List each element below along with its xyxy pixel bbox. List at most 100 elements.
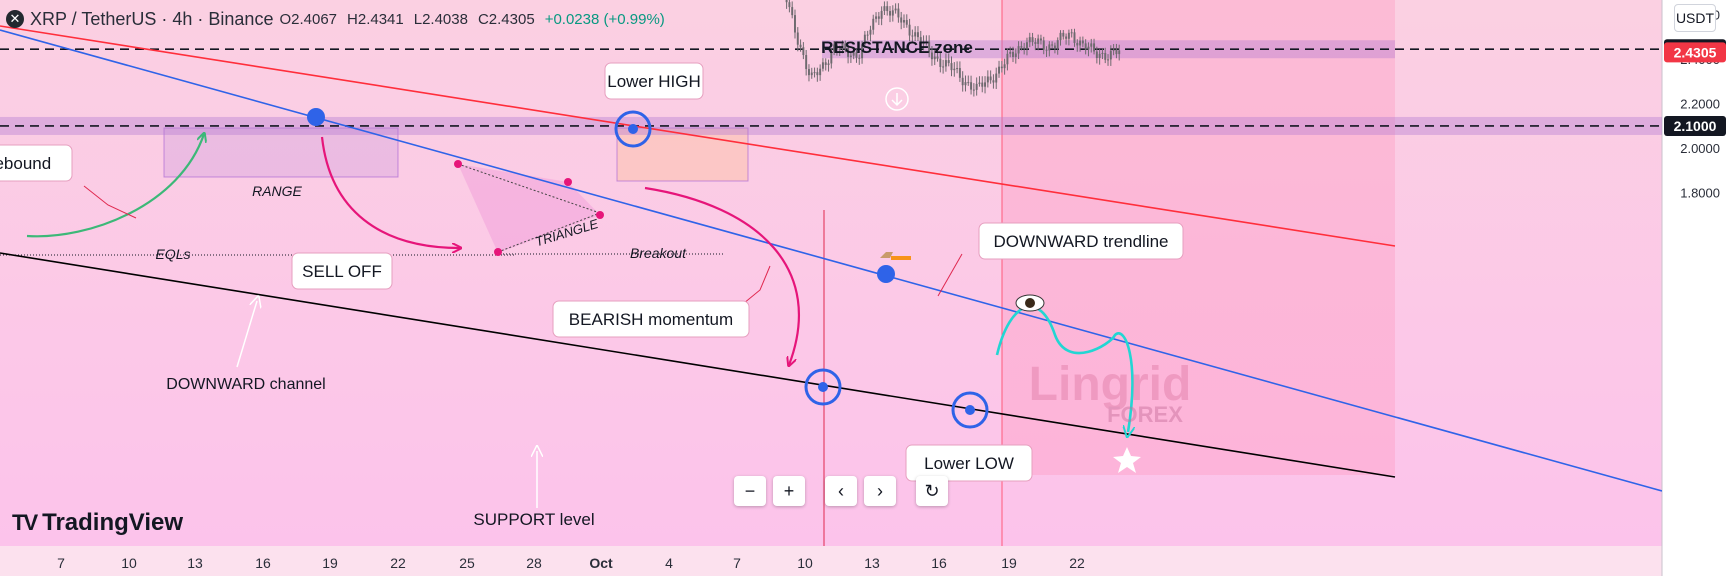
sell-off-label-box <box>291 252 393 290</box>
price-axis-background <box>1662 0 1730 576</box>
candle-body <box>1034 42 1037 44</box>
triangle-point-dot <box>564 178 572 186</box>
callout-pointer <box>937 253 963 297</box>
candle-body <box>894 8 897 11</box>
candle-body <box>1009 51 1012 54</box>
candle-body <box>1118 50 1121 55</box>
x-tick-label: 10 <box>121 555 137 571</box>
down-arrow-icon <box>891 93 903 107</box>
low-value: L2.4038 <box>413 10 468 28</box>
close-value: C2.4305 <box>477 10 535 28</box>
zoom-in-button[interactable]: + <box>773 476 805 506</box>
candle-body <box>1051 44 1054 46</box>
y-tick-label: 2.0000 <box>1680 141 1720 156</box>
resistance-zone-label: RESISTANCE zone <box>821 38 973 57</box>
candle-body <box>1090 43 1093 47</box>
candle-body <box>992 80 995 83</box>
candle-body <box>964 82 967 86</box>
candle-body <box>1107 59 1110 61</box>
candle-body <box>833 44 836 52</box>
candle-body <box>989 76 992 81</box>
candle-body <box>950 63 953 71</box>
symbol-title[interactable]: XRP / TetherUS · 4h · Binance <box>30 8 274 29</box>
lower-high-box <box>616 127 749 182</box>
candle-body <box>916 32 919 38</box>
bearish-arrow <box>644 186 800 365</box>
candle-body <box>1042 40 1045 50</box>
price-tag-label: 2.1000 <box>1674 118 1717 134</box>
candle-body <box>827 63 830 65</box>
candle-body <box>1003 64 1006 69</box>
callout-pointer <box>83 185 137 219</box>
price-tag-label: 2.4305 <box>1674 44 1717 60</box>
candle-body <box>972 89 975 91</box>
candle-body <box>1093 43 1096 52</box>
candle-body <box>807 69 810 76</box>
candle-body <box>891 10 894 16</box>
scroll-right-button[interactable]: › <box>864 476 896 506</box>
candle-body <box>900 17 903 23</box>
symbol-header: ✕ XRP / TetherUS · 4h · Binance O2.4067 … <box>6 8 665 30</box>
currency-button[interactable]: USDT <box>1674 4 1716 32</box>
candle-body <box>995 73 998 83</box>
x-tick-label: Oct <box>589 555 613 571</box>
lower-high-label-box <box>604 62 704 100</box>
candle-body <box>1084 43 1087 50</box>
tradingview-brand[interactable]: TV TradingView <box>12 509 183 537</box>
zoom-out-button[interactable]: − <box>734 476 766 506</box>
candle-body <box>1073 32 1076 43</box>
candle-body <box>1014 53 1017 57</box>
candle-body <box>911 35 914 37</box>
lower-low-label: Lower LOW <box>924 454 1014 473</box>
candle-body <box>975 83 978 90</box>
candle-body <box>1023 47 1026 49</box>
swing-point-circle <box>614 110 652 148</box>
candle-body <box>855 52 858 58</box>
hammer-handle-icon <box>891 256 911 260</box>
candle-body <box>1087 46 1090 50</box>
candle-body <box>978 82 981 84</box>
y-tick-label: 1.8000 <box>1680 186 1720 201</box>
candle-body <box>785 0 788 3</box>
range-label: RANGE <box>252 183 302 199</box>
x-tick-label: 13 <box>187 555 203 571</box>
candle-body <box>813 72 816 74</box>
candle-body <box>819 68 822 76</box>
y-tick-label: 2.2000 <box>1680 97 1720 112</box>
candle-body <box>1109 50 1112 60</box>
downward-channel-label: DOWNWARD channel <box>166 376 325 393</box>
reset-chart-button[interactable]: ↻ <box>916 476 948 506</box>
range-box <box>163 127 399 178</box>
x-tick-label: 7 <box>733 555 741 571</box>
price-tag <box>1664 115 1726 136</box>
sell-off-label: SELL OFF <box>302 262 382 281</box>
candle-body <box>930 52 933 60</box>
candle-body <box>858 57 861 59</box>
resistance-trendline <box>0 25 1396 247</box>
plot-background <box>0 0 1662 546</box>
candle-body <box>841 43 844 49</box>
candle-body <box>877 16 880 19</box>
candle-body <box>863 34 866 45</box>
candle-body <box>1045 49 1048 51</box>
high-value: H2.4341 <box>347 10 404 28</box>
bearish-momentum-label: BEARISH momentum <box>569 310 733 329</box>
open-value: O2.4067 <box>279 10 338 28</box>
downward-trendline-label: DOWNWARD trendline <box>993 232 1168 251</box>
candle-body <box>1039 38 1042 41</box>
candle-body <box>953 68 956 71</box>
time-axis-background <box>0 546 1662 576</box>
candle-body <box>794 15 796 33</box>
scroll-left-button[interactable]: ‹ <box>825 476 857 506</box>
candle-body <box>1037 38 1040 44</box>
candle-body <box>908 24 911 36</box>
candle-body <box>788 2 791 8</box>
price-tag <box>1664 42 1726 63</box>
candle-body <box>838 48 841 50</box>
candle-body <box>947 60 950 64</box>
sell-off-arrow <box>320 136 460 248</box>
candle-body <box>866 34 869 36</box>
